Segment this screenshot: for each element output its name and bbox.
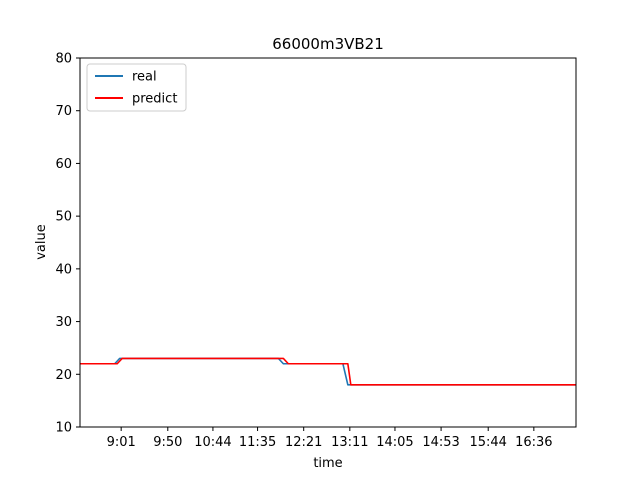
series-line-predict [80,357,576,386]
x-tick-label: 13:11 [331,435,368,450]
legend-label-predict: predict [132,92,177,107]
x-axis: 9:01 9:50 10:44 11:35 12:21 13:11 14:05 14:53 15… [107,427,553,450]
x-tick-label: 14:53 [422,435,459,450]
x-tick-label: 10:44 [194,435,231,450]
plot-area [79,57,577,428]
x-tick-label: 14:05 [376,435,413,450]
y-tick-label: 20 [55,368,72,383]
y-tick-label: 70 [55,104,72,119]
y-tick-label: 30 [55,315,72,330]
x-tick-label: 15:44 [469,435,506,450]
series-line-real [80,357,576,386]
y-tick-label: 50 [55,210,72,225]
y-tick-label: 60 [55,157,72,172]
x-axis-label: time [313,456,342,471]
legend: real predict [86,63,187,112]
plot-frame [79,57,577,428]
y-axis-label: value [34,224,49,260]
chart-title: 66000m3VB21 [272,35,384,53]
x-tick-label: 12:21 [285,435,322,450]
x-tick-label: 16:36 [515,435,552,450]
x-tick-label: 9:50 [153,435,182,450]
x-tick-label: 9:01 [107,435,136,450]
y-tick-label: 10 [55,421,72,436]
y-tick-label: 80 [55,52,72,67]
y-axis: 10 20 30 40 50 60 70 80 [55,52,80,436]
x-tick-label: 11:35 [239,435,276,450]
legend-label-real: real [132,70,157,85]
y-tick-label: 40 [55,262,72,277]
